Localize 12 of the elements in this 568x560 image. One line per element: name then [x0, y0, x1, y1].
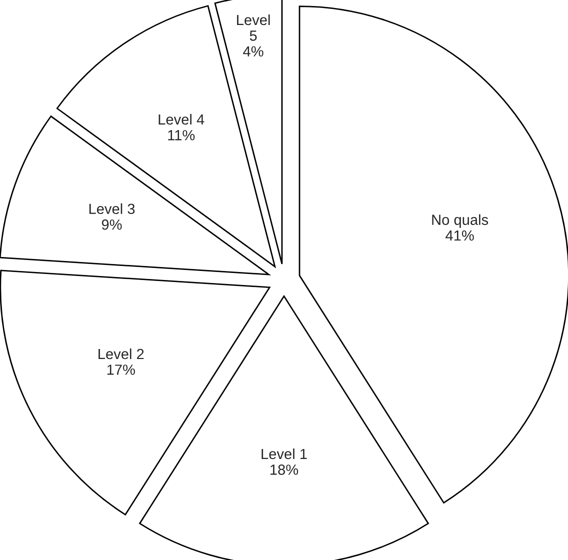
slice-label: Level 1	[262, 448, 307, 460]
slice-label: Level 5	[237, 14, 270, 41]
slice-label: Level 4	[158, 114, 204, 125]
data-label: 9%	[102, 219, 122, 230]
data-label: 18%	[270, 464, 298, 475]
slice-label: Level 3	[89, 203, 135, 214]
data-label: 17%	[107, 364, 135, 375]
data-label: 11%	[168, 130, 195, 140]
slice-label: No quals	[432, 214, 488, 228]
data-label: 4%	[243, 46, 264, 56]
data-label: 41%	[446, 230, 474, 241]
slice-label: Level 2	[98, 348, 144, 360]
